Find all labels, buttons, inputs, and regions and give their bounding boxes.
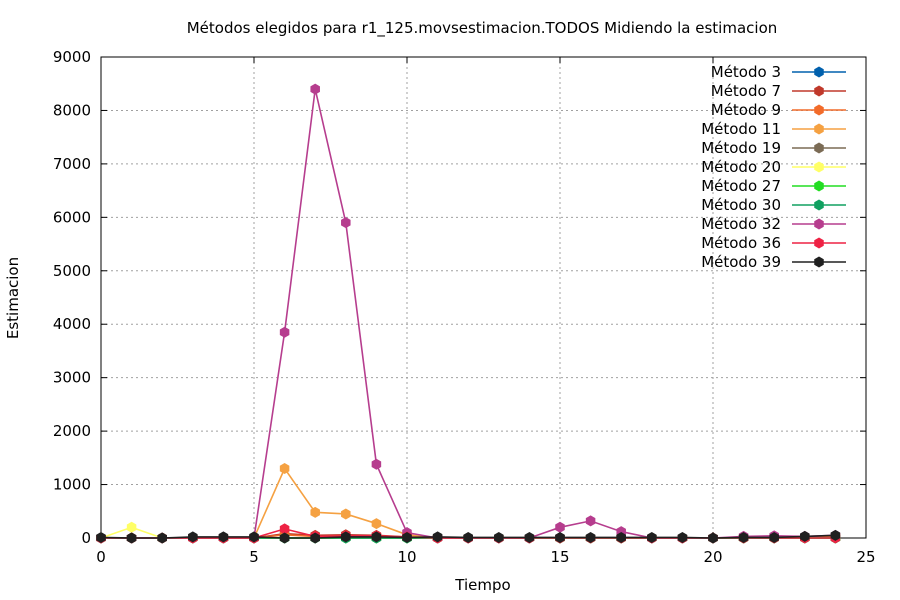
series-layer bbox=[96, 83, 841, 544]
y-tick-label: 3000 bbox=[53, 369, 91, 387]
data-point-m-todo-32 bbox=[585, 515, 596, 527]
data-point-m-todo-11 bbox=[279, 463, 290, 475]
data-point-m-todo-11 bbox=[310, 506, 320, 518]
legend-swatch-marker bbox=[814, 85, 824, 97]
data-point-m-todo-39 bbox=[677, 531, 688, 543]
y-tick-label: 4000 bbox=[53, 315, 91, 333]
x-tick-label: 25 bbox=[856, 548, 875, 566]
legend-item-m-todo-3: Método 3 bbox=[711, 63, 846, 81]
legend-swatch-marker bbox=[814, 161, 824, 173]
grid-lines bbox=[101, 57, 866, 538]
data-point-m-todo-39 bbox=[371, 531, 382, 543]
data-point-m-todo-39 bbox=[157, 532, 167, 544]
x-tick-label: 0 bbox=[96, 548, 106, 566]
legend-item-m-todo-11: Método 11 bbox=[701, 120, 846, 138]
data-point-m-todo-32 bbox=[310, 83, 320, 95]
series-line-m-todo-11 bbox=[101, 466, 836, 539]
data-point-m-todo-39 bbox=[279, 532, 290, 544]
y-tick-label: 6000 bbox=[53, 208, 91, 226]
y-tick-label: 7000 bbox=[53, 155, 91, 173]
legend-label: Método 11 bbox=[701, 120, 781, 138]
data-point-m-todo-11 bbox=[371, 518, 382, 530]
data-point-m-todo-32 bbox=[371, 458, 382, 470]
x-tick-label: 5 bbox=[249, 548, 259, 566]
legend-item-m-todo-30: Método 30 bbox=[701, 196, 846, 214]
legend-item-m-todo-32: Método 32 bbox=[701, 215, 846, 233]
y-tick-label: 2000 bbox=[53, 422, 91, 440]
y-tick-label: 0 bbox=[81, 529, 91, 547]
legend-label: Método 30 bbox=[701, 196, 781, 214]
legend-swatch-marker bbox=[814, 142, 824, 154]
legend-item-m-todo-7: Método 7 bbox=[711, 82, 846, 100]
data-point-m-todo-39 bbox=[402, 531, 412, 543]
legend-label: Método 7 bbox=[711, 82, 781, 100]
x-axis-title: Tiempo bbox=[454, 576, 510, 594]
data-point-m-todo-39 bbox=[188, 531, 198, 543]
legend-swatch-marker bbox=[814, 256, 824, 268]
legend-item-m-todo-39: Método 39 bbox=[701, 253, 846, 271]
legend-label: Método 39 bbox=[701, 253, 781, 271]
legend-item-m-todo-20: Método 20 bbox=[701, 158, 846, 176]
legend-swatch-marker bbox=[814, 237, 824, 249]
legend-label: Método 9 bbox=[711, 101, 781, 119]
y-tick-label: 9000 bbox=[53, 48, 91, 66]
chart-title: Métodos elegidos para r1_125.movsestimac… bbox=[187, 19, 778, 38]
data-point-m-todo-39 bbox=[432, 531, 443, 543]
data-point-m-todo-39 bbox=[341, 531, 351, 543]
data-point-m-todo-39 bbox=[310, 532, 320, 544]
legend-label: Método 32 bbox=[701, 215, 781, 233]
data-point-m-todo-39 bbox=[126, 532, 137, 544]
x-tick-label: 15 bbox=[550, 548, 569, 566]
data-point-m-todo-39 bbox=[708, 532, 718, 544]
data-point-m-todo-39 bbox=[585, 531, 596, 543]
data-point-m-todo-20 bbox=[126, 521, 137, 533]
x-tick-label: 10 bbox=[397, 548, 416, 566]
data-point-m-todo-32 bbox=[341, 217, 351, 229]
y-axis-title: Estimacion bbox=[4, 257, 22, 339]
data-point-m-todo-11 bbox=[341, 508, 351, 520]
y-tick-label: 8000 bbox=[53, 101, 91, 119]
data-point-m-todo-39 bbox=[738, 531, 749, 543]
data-point-m-todo-32 bbox=[555, 521, 565, 533]
legend-swatch-marker bbox=[814, 199, 824, 211]
data-point-m-todo-39 bbox=[218, 531, 229, 543]
series-m-todo-39 bbox=[96, 529, 841, 544]
legend-label: Método 36 bbox=[701, 234, 781, 252]
y-tick-label: 5000 bbox=[53, 262, 91, 280]
legend-item-m-todo-9: Método 9 bbox=[711, 101, 846, 119]
legend-swatch-marker bbox=[814, 104, 824, 116]
data-point-m-todo-36 bbox=[279, 523, 290, 535]
data-point-m-todo-39 bbox=[800, 530, 810, 542]
data-point-m-todo-32 bbox=[279, 326, 290, 338]
legend-swatch-marker bbox=[814, 66, 824, 78]
data-point-m-todo-39 bbox=[830, 529, 841, 541]
axis-ticks: 0 5 10 15 20 25 0 1000 2000 3000 4000 5000 6000 7000 8… bbox=[53, 48, 876, 566]
data-point-m-todo-39 bbox=[647, 531, 657, 543]
legend-label: Método 19 bbox=[701, 139, 781, 157]
data-point-m-todo-39 bbox=[524, 531, 535, 543]
data-point-m-todo-39 bbox=[769, 531, 779, 543]
data-point-m-todo-39 bbox=[249, 531, 259, 543]
data-point-m-todo-39 bbox=[616, 531, 626, 543]
legend-swatch-marker bbox=[814, 218, 824, 230]
legend-swatch-marker bbox=[814, 180, 824, 192]
data-point-m-todo-39 bbox=[555, 531, 565, 543]
data-point-m-todo-39 bbox=[494, 531, 504, 543]
legend-label: Método 20 bbox=[701, 158, 781, 176]
legend-item-m-todo-19: Método 19 bbox=[701, 139, 846, 157]
legend-label: Método 3 bbox=[711, 63, 781, 81]
data-point-m-todo-39 bbox=[463, 531, 473, 543]
series-m-todo-11 bbox=[96, 463, 841, 544]
legend-label: Método 27 bbox=[701, 177, 781, 195]
legend-item-m-todo-27: Método 27 bbox=[701, 177, 846, 195]
x-tick-label: 20 bbox=[703, 548, 722, 566]
legend-item-m-todo-36: Método 36 bbox=[701, 234, 846, 252]
data-point-m-todo-39 bbox=[96, 531, 106, 543]
legend-swatch-marker bbox=[814, 123, 824, 135]
y-tick-label: 1000 bbox=[53, 476, 91, 494]
